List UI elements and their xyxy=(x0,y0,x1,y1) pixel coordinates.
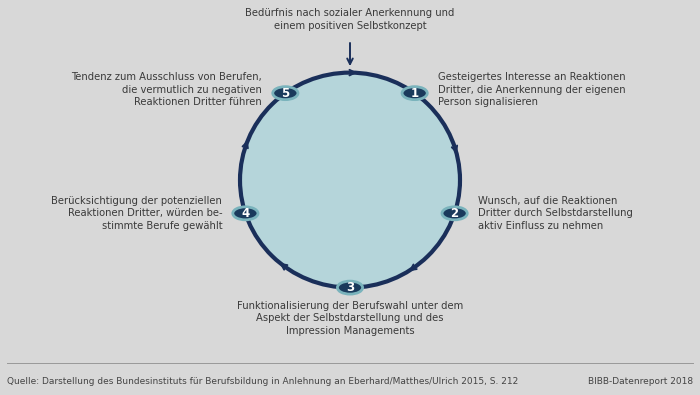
Ellipse shape xyxy=(240,73,460,288)
Circle shape xyxy=(337,281,363,294)
Text: Wunsch, auf die Reaktionen
Dritter durch Selbstdarstellung
aktiv Einfluss zu neh: Wunsch, auf die Reaktionen Dritter durch… xyxy=(477,196,633,231)
Text: 2: 2 xyxy=(451,207,458,220)
Text: Berücksichtigung der potenziellen
Reaktionen Dritter, würden be-
stimmte Berufe : Berücksichtigung der potenziellen Reakti… xyxy=(51,196,223,231)
Text: Gesteigertes Interesse an Reaktionen
Dritter, die Anerkennung der eigenen
Person: Gesteigertes Interesse an Reaktionen Dri… xyxy=(438,72,625,107)
Circle shape xyxy=(233,207,258,220)
Text: Funktionalisierung der Berufswahl unter dem
Aspekt der Selbstdarstellung und des: Funktionalisierung der Berufswahl unter … xyxy=(237,301,463,336)
Text: 1: 1 xyxy=(411,87,419,100)
Text: Tendenz zum Ausschluss von Berufen,
die vermutlich zu negativen
Reaktionen Dritt: Tendenz zum Ausschluss von Berufen, die … xyxy=(71,72,262,107)
Text: 5: 5 xyxy=(281,87,290,100)
Text: BIBB-Datenreport 2018: BIBB-Datenreport 2018 xyxy=(588,377,693,386)
Circle shape xyxy=(442,207,467,220)
Text: Quelle: Darstellung des Bundesinstituts für Berufsbildung in Anlehnung an Eberha: Quelle: Darstellung des Bundesinstituts … xyxy=(7,377,518,386)
Circle shape xyxy=(402,87,427,100)
Text: 4: 4 xyxy=(241,207,249,220)
Circle shape xyxy=(273,87,298,100)
Text: Bedürfnis nach sozialer Anerkennung und
einem positiven Selbstkonzept: Bedürfnis nach sozialer Anerkennung und … xyxy=(245,8,455,31)
Text: 3: 3 xyxy=(346,281,354,294)
